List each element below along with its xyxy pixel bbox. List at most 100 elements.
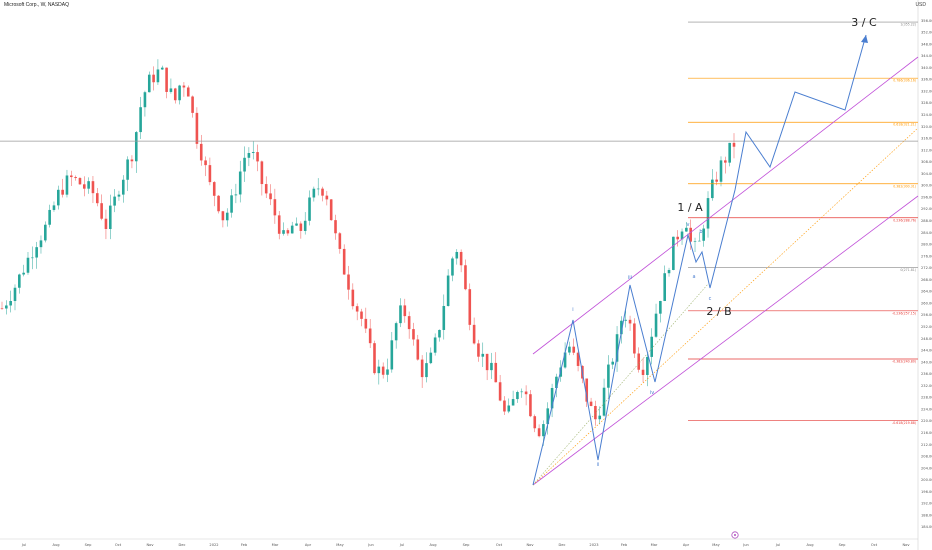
candle-body (61, 189, 64, 195)
candle-body (728, 142, 731, 163)
candle-body (390, 340, 394, 370)
candle-body (546, 408, 550, 425)
candle-body (87, 181, 90, 189)
candle-body (602, 387, 606, 416)
candle-body (273, 199, 277, 216)
x-tick-label: 2022 (209, 543, 218, 547)
candle-body (698, 240, 701, 242)
projection-arrowhead (861, 35, 868, 43)
candle-body (693, 241, 697, 242)
x-tick-label: Jun (367, 543, 374, 547)
candle-body (256, 152, 259, 162)
y-tick-label: 276.00 (921, 254, 932, 258)
candle-body (555, 376, 558, 389)
candle-body (732, 142, 736, 147)
y-tick-label: 212.00 (921, 443, 932, 447)
candle-body (407, 316, 411, 330)
candle-body (511, 399, 515, 406)
candle-body (667, 269, 671, 274)
y-tick-label: 232.00 (921, 384, 932, 388)
candle-body (568, 346, 571, 353)
candle-body (477, 343, 480, 357)
wave-label-1A: 1 / A (677, 201, 703, 214)
candle-body (368, 328, 372, 344)
candle-body (494, 362, 498, 383)
candle-body (316, 188, 320, 190)
candle-body (334, 220, 337, 234)
x-tick-label: Mar (272, 543, 279, 547)
candle-body (342, 248, 346, 275)
wave-label-b: b (699, 229, 702, 235)
x-tick-label: Jul (399, 543, 404, 547)
y-tick-label: 184.00 (921, 525, 932, 529)
candle-body (208, 165, 212, 183)
candle-body (654, 313, 658, 337)
candle-body (44, 224, 47, 241)
candle-body (711, 179, 714, 199)
symbol-title: Microsoft Corp., W, NASDAQ (4, 2, 70, 8)
y-tick-label: 224.00 (921, 407, 932, 411)
x-tick-label: Sep (463, 543, 470, 547)
candle-body (520, 391, 524, 393)
candle-body (425, 363, 428, 378)
y-tick-label: 296.00 (921, 195, 932, 199)
candle-body (82, 184, 86, 189)
y-tick-label: 204.00 (921, 466, 932, 470)
candle-body (182, 85, 186, 88)
candle-body (537, 428, 541, 437)
candle-body (394, 323, 398, 341)
x-tick-label: Oct (496, 543, 503, 547)
x-tick-label: 2023 (589, 543, 598, 547)
candle-body (165, 67, 168, 92)
wave-count-path (532, 34, 867, 486)
y-tick-label: 244.00 (921, 349, 932, 353)
candle-body (706, 198, 710, 229)
candle-body (676, 236, 679, 240)
candle-body (373, 343, 376, 374)
candle-body (156, 69, 160, 83)
candle-body (95, 193, 99, 204)
candle-body (585, 378, 589, 402)
candle-body (26, 257, 30, 273)
candle-body (429, 352, 433, 364)
fib-level-label: 0(271.81) (900, 268, 916, 272)
y-tick-label: 320.00 (921, 125, 932, 129)
candle-body (685, 227, 688, 232)
x-tick-label: Apr (305, 543, 312, 547)
candle-body (611, 361, 615, 365)
candle-body (420, 359, 424, 378)
candle-body (572, 346, 576, 353)
candle-body (507, 405, 511, 412)
candle-body (490, 362, 493, 371)
candle-body (147, 74, 151, 93)
candle-body (78, 178, 82, 185)
x-tick-label: Jul (21, 543, 26, 547)
candle-body (191, 96, 194, 113)
candle-body (416, 339, 420, 360)
x-tick-label: Aug (806, 543, 813, 547)
candle-body (680, 231, 684, 240)
candle-body (464, 265, 467, 290)
x-tick-label: Feb (621, 543, 628, 547)
y-tick-label: 192.00 (921, 502, 932, 506)
y-tick-label: 348.00 (921, 42, 932, 46)
candle-body (325, 195, 329, 200)
fib-level-label: 0.236(288.76) (893, 218, 916, 222)
y-tick-label: 340.00 (921, 66, 932, 70)
y-tick-label: 292.00 (921, 207, 932, 211)
y-tick-label: 208.00 (921, 455, 932, 459)
candle-body (39, 240, 43, 248)
candle-body (403, 305, 407, 317)
x-tick-label: Oct (871, 543, 878, 547)
wave-label-a: a (692, 274, 695, 280)
candle-body (217, 195, 220, 212)
candle-body (204, 160, 207, 166)
candle-body (247, 153, 251, 158)
candle-body (542, 424, 545, 437)
candle-body (355, 306, 359, 312)
candle-body (485, 353, 489, 371)
candle-body (35, 247, 38, 258)
y-tick-label: 300.00 (921, 184, 932, 188)
